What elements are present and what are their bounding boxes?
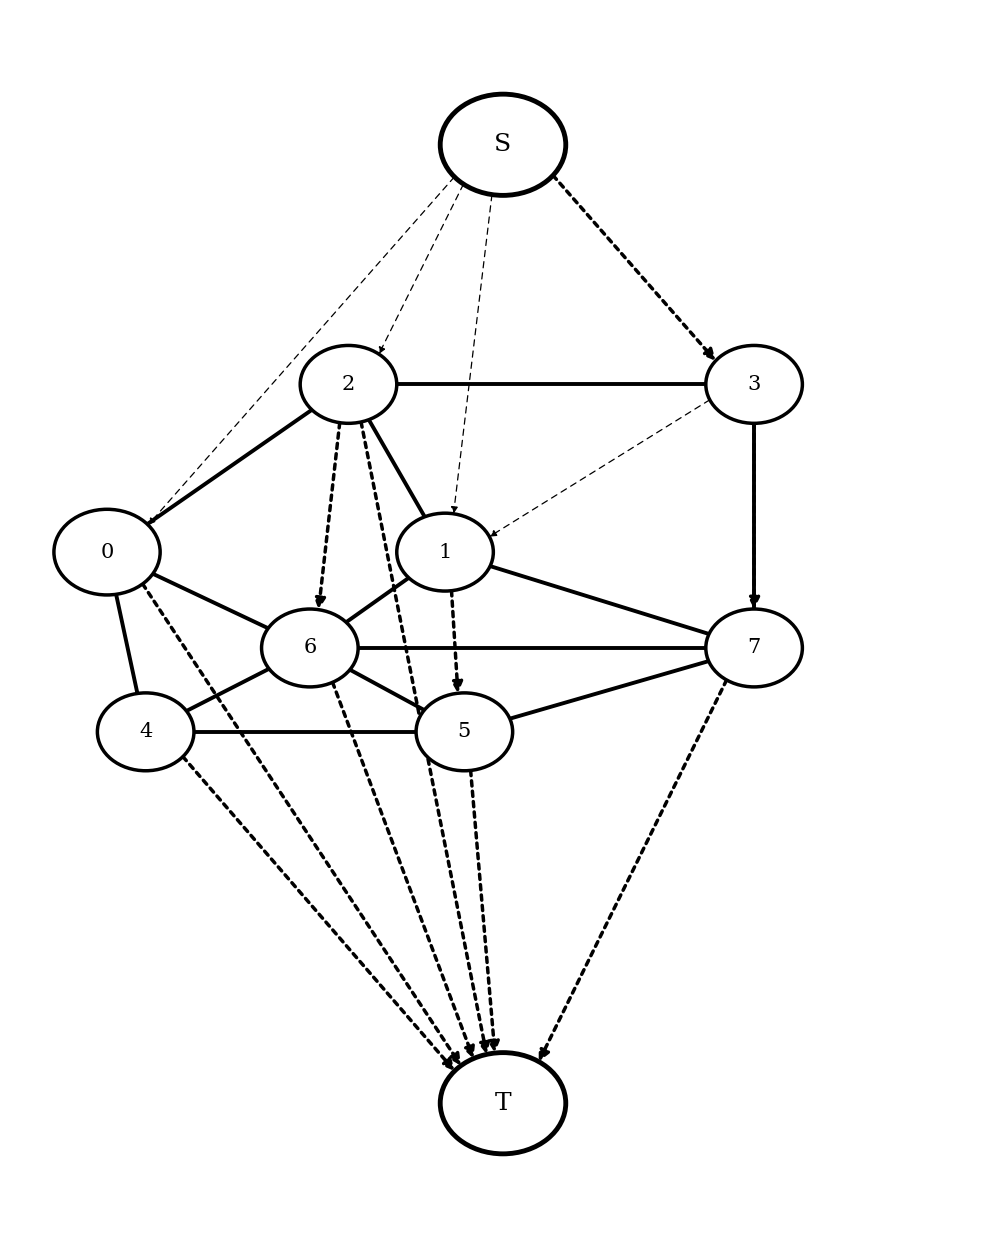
Ellipse shape [262, 609, 358, 686]
Ellipse shape [396, 513, 493, 592]
Text: 7: 7 [747, 639, 761, 658]
Ellipse shape [441, 1052, 565, 1154]
Text: 5: 5 [458, 723, 471, 741]
Text: S: S [494, 134, 512, 156]
Ellipse shape [98, 693, 194, 771]
Text: 4: 4 [139, 723, 152, 741]
Text: 2: 2 [342, 374, 355, 394]
Ellipse shape [300, 346, 396, 423]
Ellipse shape [706, 346, 803, 423]
Ellipse shape [441, 94, 565, 196]
Text: T: T [495, 1092, 511, 1114]
Text: 1: 1 [439, 543, 452, 562]
Text: 0: 0 [101, 543, 114, 562]
Text: 6: 6 [303, 639, 317, 658]
Ellipse shape [706, 609, 803, 686]
Text: 3: 3 [747, 374, 761, 394]
Ellipse shape [416, 693, 513, 771]
Ellipse shape [54, 509, 160, 595]
